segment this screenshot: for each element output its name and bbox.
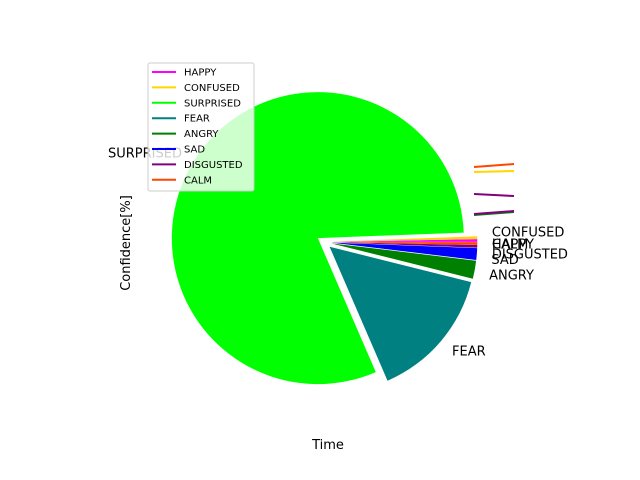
slice-label-sad: SAD (491, 253, 518, 268)
pie-slice-calm (331, 242, 478, 245)
legend-label-calm: CALM (184, 175, 212, 186)
legend-label-angry: ANGRY (184, 129, 219, 140)
legend-line-fragments (473, 163, 515, 216)
legend-label-sad: SAD (184, 145, 205, 156)
line-fragment-confused (473, 170, 515, 173)
legend-label-surprised: SURPRISED (184, 98, 241, 109)
line-fragment-disgusted (473, 193, 515, 197)
slice-label-disgusted: DISGUSTED (492, 248, 568, 263)
line-fragment-calm (473, 163, 515, 168)
slice-label-angry: ANGRY (489, 268, 534, 283)
legend-label-disgusted: DISGUSTED (184, 160, 243, 171)
pie-slice-happy (331, 239, 478, 242)
pie-slice-sad (331, 242, 478, 260)
pie-slice-angry (331, 243, 477, 279)
legend: HAPPY CONFUSED SURPRISED FEAR ANGRY SAD DISGUS… (147, 62, 255, 192)
legend-label-fear: FEAR (184, 114, 210, 125)
x-axis-label: Time (311, 438, 344, 453)
slice-label-confused: CONFUSED (492, 225, 565, 240)
slice-label-calm: CALM (492, 238, 528, 253)
line-fragment-disgusted (473, 210, 515, 215)
pie-slice-fear (329, 246, 472, 381)
legend-label-happy: HAPPY (184, 68, 217, 79)
y-axis-label: Confidence[%] (119, 195, 134, 291)
legend-frame (147, 62, 255, 192)
legend-label-confused: CONFUSED (184, 83, 240, 94)
slice-label-fear: FEAR (452, 345, 486, 360)
pie-slice-confused (331, 236, 478, 242)
pie-slice-disgusted (331, 242, 478, 248)
slice-label-happy: HAPPY (492, 237, 534, 252)
